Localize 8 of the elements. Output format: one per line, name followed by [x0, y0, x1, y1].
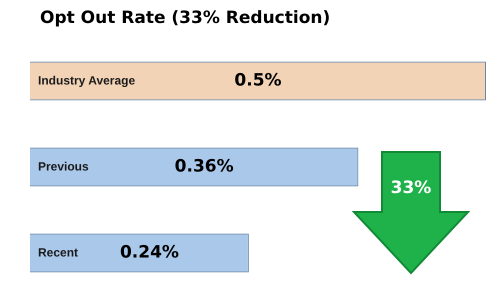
data-label: 0.5%: [234, 70, 282, 90]
annotation: 33%: [390, 178, 432, 198]
chart-title: Opt Out Rate (33% Reduction): [40, 8, 330, 28]
y-tick-label: Industry Average: [38, 73, 136, 88]
y-tick-label: Previous: [38, 159, 90, 174]
data-label: 0.24%: [120, 242, 179, 262]
data-label: 0.36%: [174, 156, 234, 176]
y-tick-label: Recent: [38, 245, 78, 260]
